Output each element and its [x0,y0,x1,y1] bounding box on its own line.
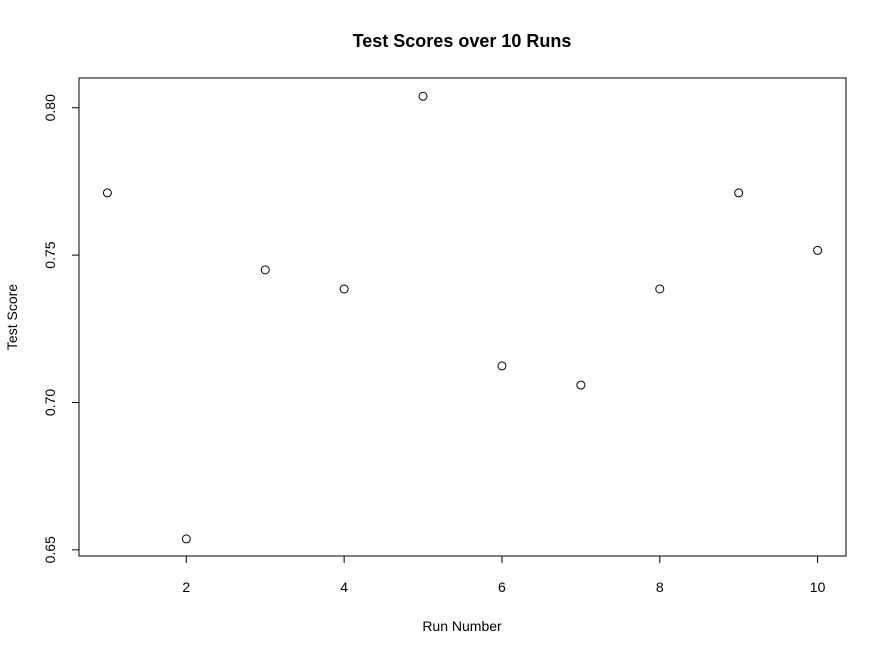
data-point [734,188,744,198]
chart-title: Test Scores over 10 Runs [353,31,572,51]
x-tick-label: 10 [810,579,826,595]
data-point [102,188,112,198]
data-point [497,361,507,371]
x-axis: 2 4 6 8 10 [182,555,826,595]
x-tick-label: 4 [340,579,348,595]
x-tick-label: 8 [656,579,664,595]
data-point [339,284,349,294]
y-axis: 0.65 0.70 0.75 0.80 [42,94,80,563]
data-points [102,91,823,544]
y-tick-label: 0.65 [42,536,58,563]
y-tick-label: 0.70 [42,389,58,416]
y-tick-label: 0.80 [42,94,58,121]
x-tick-label: 6 [498,579,506,595]
y-axis-label: Test Score [4,284,20,350]
data-point [418,91,428,101]
data-point [181,534,191,544]
plot-frame [78,77,847,557]
x-axis-label: Run Number [422,618,502,634]
y-tick-label: 0.75 [42,241,58,268]
data-point [576,380,586,390]
x-tick-label: 2 [182,579,190,595]
data-point [655,284,665,294]
data-point [260,265,270,275]
data-point [813,245,823,255]
